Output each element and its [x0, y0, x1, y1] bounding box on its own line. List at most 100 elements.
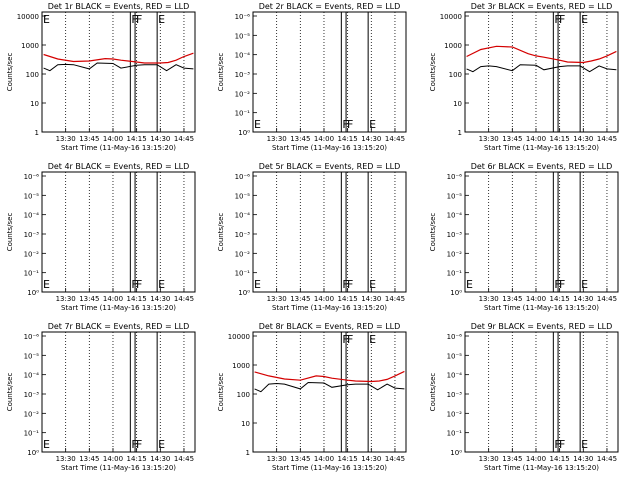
x-tick-label: 13:30 [267, 295, 287, 303]
plot-frame [464, 331, 619, 453]
flag-label: F [559, 438, 565, 451]
x-tick-label: 14:00 [314, 295, 334, 303]
y-tick-label: 10⁻⁶ [235, 173, 251, 181]
y-tick-label: 1000 [444, 42, 462, 50]
x-tick-label: 14:30 [361, 455, 381, 463]
panel-title: Det 3r BLACK = Events, RED = LLD [471, 2, 613, 11]
x-tick-label: 14:15 [127, 455, 147, 463]
x-tick-label: 14:30 [361, 295, 381, 303]
flag-label: F [347, 333, 353, 346]
y-tick-label: 10⁻⁴ [447, 372, 463, 380]
panel-det-5: Det 5r BLACK = Events, RED = LLD 13:30 13:… [217, 162, 407, 312]
x-tick-label: 14:30 [573, 455, 593, 463]
y-tick-label: 1000 [232, 362, 250, 370]
x-tick-label: 13:45 [79, 295, 99, 303]
flag-label: F [342, 333, 348, 346]
x-tick-label: 14:15 [127, 135, 147, 143]
y-tick-label: 10⁻⁶ [447, 173, 463, 181]
panel-title: Det 4r BLACK = Events, RED = LLD [48, 162, 190, 171]
panel-det-8: Det 8r BLACK = Events, RED = LLD 13:30 13:… [217, 322, 407, 472]
x-tick-label: 13:30 [56, 455, 76, 463]
x-tick-label: 13:30 [267, 455, 287, 463]
y-tick-label: 10⁻⁵ [447, 192, 463, 200]
plot-frame [252, 171, 407, 293]
x-tick-label: 14:00 [103, 135, 123, 143]
y-tick-label: 10⁻² [235, 250, 251, 258]
y-tick-label: 10⁻³ [447, 231, 463, 239]
x-tick-label: 14:45 [385, 455, 405, 463]
x-tick-label: 14:45 [385, 135, 405, 143]
x-tick-label: 14:45 [597, 135, 617, 143]
y-tick-label: 10⁻³ [235, 231, 251, 239]
flag-label: F [131, 13, 137, 26]
y-tick-label: 10⁻⁴ [235, 52, 251, 60]
plot-frame [252, 331, 407, 453]
y-tick-label: 10⁻² [24, 410, 40, 418]
x-axis-label: Start Time (11-May-16 13:15:20) [484, 464, 599, 472]
panel-title: Det 1r BLACK = Events, RED = LLD [48, 2, 190, 11]
flag-label: F [342, 118, 348, 131]
y-tick-label: 10⁻¹ [235, 270, 251, 278]
panel-title: Det 2r BLACK = Events, RED = LLD [259, 2, 401, 11]
panel-title: Det 9r BLACK = Events, RED = LLD [471, 322, 613, 331]
y-tick-label: 100 [449, 71, 462, 79]
panel-det-1: Det 1r BLACK = Events, RED = LLD 13:30 13:… [6, 2, 196, 152]
y-tick-label: 10⁻³ [447, 391, 463, 399]
flag-label: F [559, 13, 565, 26]
series-line-lld [254, 370, 405, 383]
flag-label: E [369, 118, 376, 131]
flag-label: E [581, 278, 588, 291]
series-line-lld [43, 52, 194, 64]
flag-label: E [581, 13, 588, 26]
y-axis-label: Counts/sec [6, 53, 14, 92]
x-tick-label: 14:00 [526, 455, 546, 463]
y-tick-label: 10⁰ [238, 289, 250, 297]
y-tick-label: 10⁻¹ [24, 430, 40, 438]
x-tick-label: 14:00 [314, 135, 334, 143]
x-axis-label: Start Time (11-May-16 13:15:20) [484, 304, 599, 312]
y-tick-label: 10⁻⁴ [235, 212, 251, 220]
x-tick-label: 14:30 [150, 135, 170, 143]
x-tick-label: 14:45 [597, 455, 617, 463]
x-tick-label: 13:45 [502, 455, 522, 463]
panel-det-3: Det 3r BLACK = Events, RED = LLD 13:30 13:… [429, 2, 619, 152]
panel-det-2: Det 2r BLACK = Events, RED = LLD 13:30 13:… [217, 2, 407, 152]
x-tick-label: 13:30 [479, 135, 499, 143]
x-axis-label: Start Time (11-May-16 13:15:20) [272, 144, 387, 152]
y-tick-label: 10⁻⁶ [447, 333, 463, 341]
y-tick-label: 10⁻⁶ [24, 333, 40, 341]
series-line-events [43, 62, 194, 72]
y-tick-label: 10 [453, 100, 462, 108]
y-tick-label: 1 [35, 129, 39, 137]
y-axis-label: Counts/sec [6, 373, 14, 412]
x-tick-label: 14:00 [314, 455, 334, 463]
flag-label: E [158, 13, 165, 26]
x-axis-label: Start Time (11-May-16 13:15:20) [484, 144, 599, 152]
panel-det-6: Det 6r BLACK = Events, RED = LLD 13:30 13:… [429, 162, 619, 312]
flag-label: E [43, 13, 50, 26]
y-tick-label: 10⁰ [27, 289, 39, 297]
x-tick-label: 13:30 [56, 295, 76, 303]
flag-label: F [554, 278, 560, 291]
x-tick-label: 14:15 [550, 295, 570, 303]
y-tick-label: 10⁻⁴ [24, 212, 40, 220]
x-tick-label: 13:45 [290, 295, 310, 303]
flag-label: E [43, 438, 50, 451]
x-tick-label: 14:30 [150, 455, 170, 463]
flag-label: F [136, 278, 142, 291]
x-tick-label: 14:00 [103, 455, 123, 463]
y-tick-label: 1 [246, 449, 250, 457]
panel-title: Det 8r BLACK = Events, RED = LLD [259, 322, 401, 331]
y-tick-label: 10⁻³ [24, 231, 40, 239]
panel-title: Det 6r BLACK = Events, RED = LLD [471, 162, 613, 171]
plot-frame [252, 11, 407, 133]
flag-label: E [43, 278, 50, 291]
flag-label: F [136, 13, 142, 26]
x-tick-label: 13:45 [502, 135, 522, 143]
y-tick-label: 10000 [228, 333, 250, 341]
x-tick-label: 14:45 [597, 295, 617, 303]
y-tick-label: 10000 [17, 13, 39, 21]
x-tick-label: 14:30 [573, 295, 593, 303]
y-tick-label: 10⁻¹ [447, 270, 463, 278]
y-tick-label: 10⁻² [447, 250, 463, 258]
